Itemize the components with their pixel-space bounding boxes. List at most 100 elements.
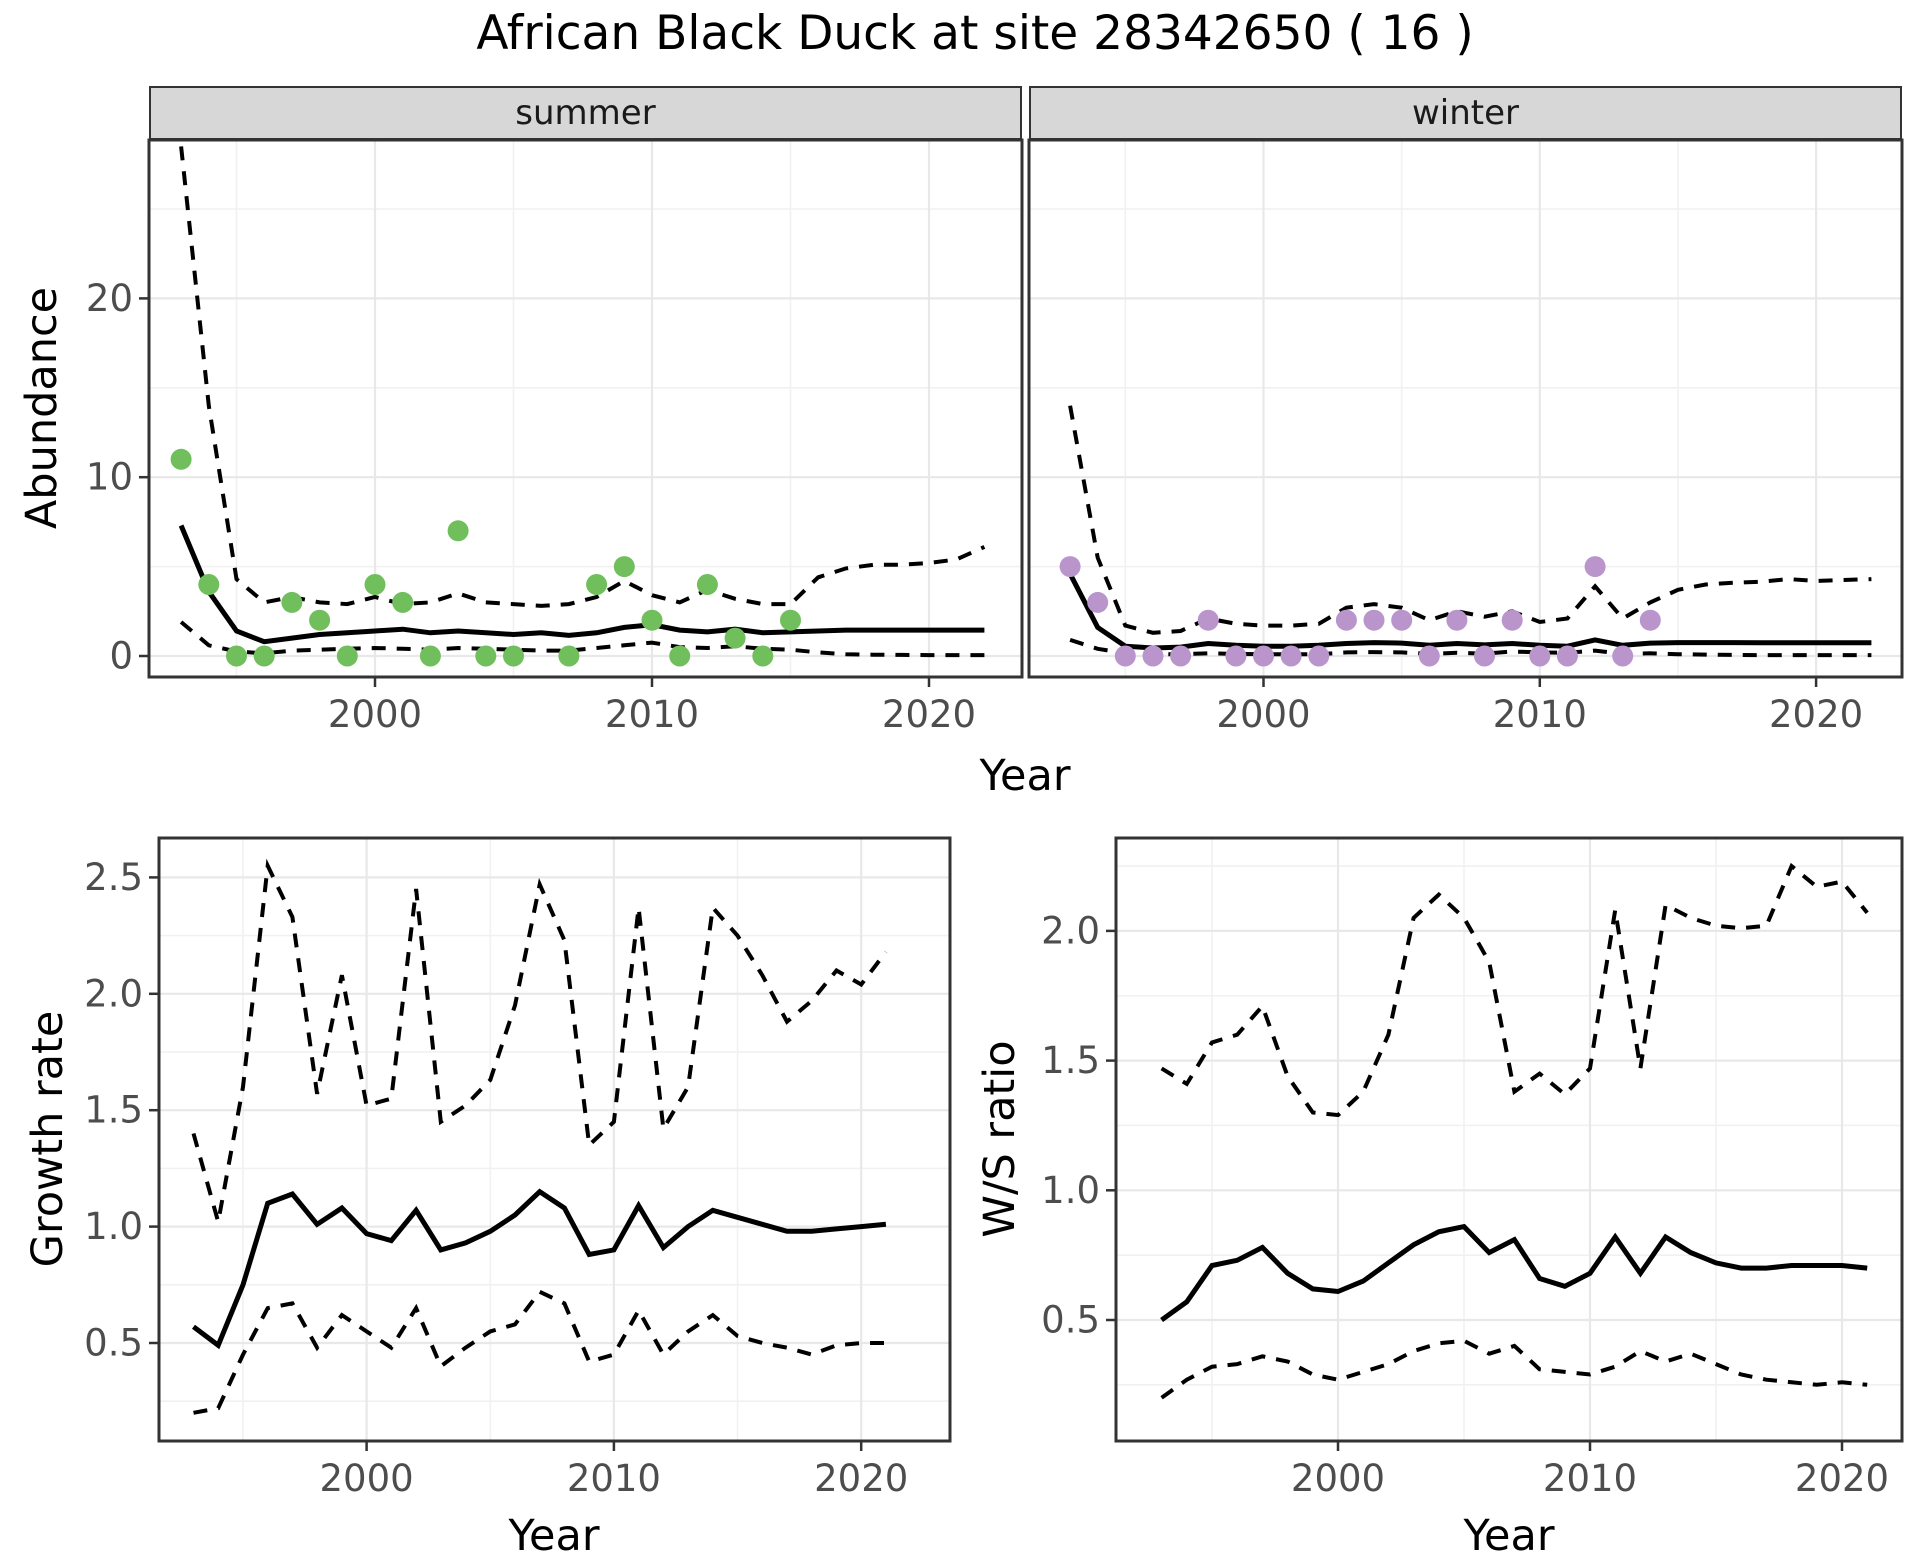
grid-major	[1029, 140, 1902, 677]
panel-growth-rate: 2000 2010 2020 0.5 1.0 1.5 2.0 2.5	[84, 836, 952, 1500]
panel-background	[1116, 838, 1902, 1441]
panel-winter: 2000 2010 2020	[1027, 138, 1904, 736]
y-axis-growth-rate: 0.5 1.0 1.5 2.0 2.5	[84, 856, 159, 1365]
data-point	[1280, 645, 1302, 667]
panel-border	[1114, 836, 1904, 1443]
y-tick-label: 0.5	[1041, 1299, 1100, 1342]
data-point	[696, 574, 718, 595]
x-tick-label: 2010	[1493, 693, 1587, 736]
median-line	[191, 1188, 887, 1350]
y-tick-label: 2.5	[84, 856, 143, 899]
upper-ci-line	[191, 858, 888, 1223]
y-axis-ws-ratio: 0.5 1.0 1.5 2.0	[1041, 909, 1116, 1342]
panel-border	[1027, 138, 1904, 679]
x-tick-label: 2000	[320, 1457, 414, 1500]
panel-background	[159, 838, 950, 1441]
data-point	[724, 627, 746, 649]
x-tick-label: 2020	[814, 1457, 908, 1500]
lower-ci-line	[1160, 1338, 1868, 1400]
data-point	[613, 556, 635, 578]
y-tick-label: 10	[86, 456, 133, 499]
x-tick-label: 2020	[1795, 1457, 1889, 1500]
x-tick-label: 2000	[1291, 1457, 1385, 1500]
lower-ci-line	[1069, 637, 1872, 658]
x-tick-label: 2000	[1216, 693, 1310, 736]
page-title: African Black Duck at site 28342650 ( 16…	[476, 6, 1474, 61]
data-point	[558, 645, 580, 667]
data-point	[1556, 645, 1578, 667]
data-point	[1308, 645, 1330, 667]
panel-background	[149, 140, 1022, 677]
panel-ws-ratio: 2000 2010 2020 0.5 1.0 1.5 2.0	[1041, 836, 1904, 1500]
data-point	[1639, 609, 1661, 631]
panel-background	[1029, 140, 1902, 677]
grid-minor	[149, 140, 1022, 677]
x-axis-title-growth: Year	[508, 1511, 600, 1560]
y-axis-title-growth-rate: Growth rate	[23, 1010, 73, 1268]
median-line	[178, 524, 985, 645]
facet-strip-summer-label: summer	[515, 93, 656, 133]
data-point	[281, 591, 303, 613]
panel-summer: 2000 2010 2020 0 10 20	[86, 138, 1024, 736]
x-axis-title-ws: Year	[1463, 1511, 1555, 1560]
observed-points	[170, 448, 801, 667]
data-point	[1197, 609, 1219, 631]
x-tick-label: 2020	[882, 693, 976, 736]
facet-strip-summer: summer	[149, 86, 1022, 140]
data-point	[475, 645, 497, 667]
data-point	[1584, 556, 1606, 578]
data-point	[1363, 609, 1385, 631]
data-point	[503, 645, 524, 667]
data-point	[1612, 645, 1634, 667]
data-point	[226, 645, 247, 667]
x-axis-winter: 2000 2010 2020	[1216, 677, 1863, 736]
x-axis-summer: 2000 2010 2020	[328, 677, 976, 736]
data-point	[641, 609, 663, 631]
y-tick-label: 1.0	[1041, 1169, 1100, 1212]
x-axis-ws-ratio: 2000 2010 2020	[1291, 1441, 1889, 1500]
data-point	[447, 520, 469, 542]
data-point	[419, 645, 441, 667]
y-tick-label: 20	[86, 277, 133, 320]
panel-border	[157, 836, 952, 1443]
data-point	[1142, 645, 1164, 667]
data-point	[1170, 645, 1192, 667]
data-point	[1225, 645, 1247, 667]
facet-strip-winter: winter	[1029, 86, 1902, 140]
grid-minor	[159, 838, 950, 1441]
facet-strip-winter-label: winter	[1411, 93, 1520, 133]
data-point	[253, 645, 275, 667]
lower-ci-line	[179, 620, 985, 658]
data-point	[1446, 609, 1468, 631]
x-tick-label: 2020	[1769, 693, 1863, 736]
y-axis-title-abundance: Abundance	[17, 286, 67, 530]
data-point	[669, 645, 691, 667]
data-point	[309, 609, 331, 631]
grid-minor	[1029, 140, 1902, 677]
y-tick-label: 0	[109, 635, 133, 678]
x-tick-label: 2000	[328, 693, 422, 736]
data-point	[586, 574, 608, 595]
data-point	[1114, 645, 1136, 667]
y-tick-label: 2.0	[1041, 909, 1100, 952]
x-tick-label: 2010	[567, 1457, 661, 1500]
data-point	[1474, 645, 1495, 667]
data-point	[336, 645, 358, 667]
y-axis-title-ws-ratio: W/S ratio	[975, 1040, 1025, 1238]
x-axis-growth-rate: 2000 2010 2020	[320, 1441, 908, 1500]
data-point	[1391, 609, 1413, 631]
data-point	[1059, 556, 1081, 578]
y-tick-label: 0.5	[84, 1322, 143, 1365]
upper-ci-line	[1160, 862, 1869, 1118]
data-point	[1253, 645, 1274, 667]
data-point	[198, 574, 220, 595]
data-point	[752, 645, 774, 667]
x-tick-label: 2010	[605, 693, 699, 736]
median-line	[1160, 1223, 1868, 1323]
x-axis-title-top: Year	[979, 751, 1071, 801]
observed-points	[1059, 556, 1661, 667]
panel-border	[147, 138, 1024, 679]
median-line	[1067, 572, 1872, 651]
